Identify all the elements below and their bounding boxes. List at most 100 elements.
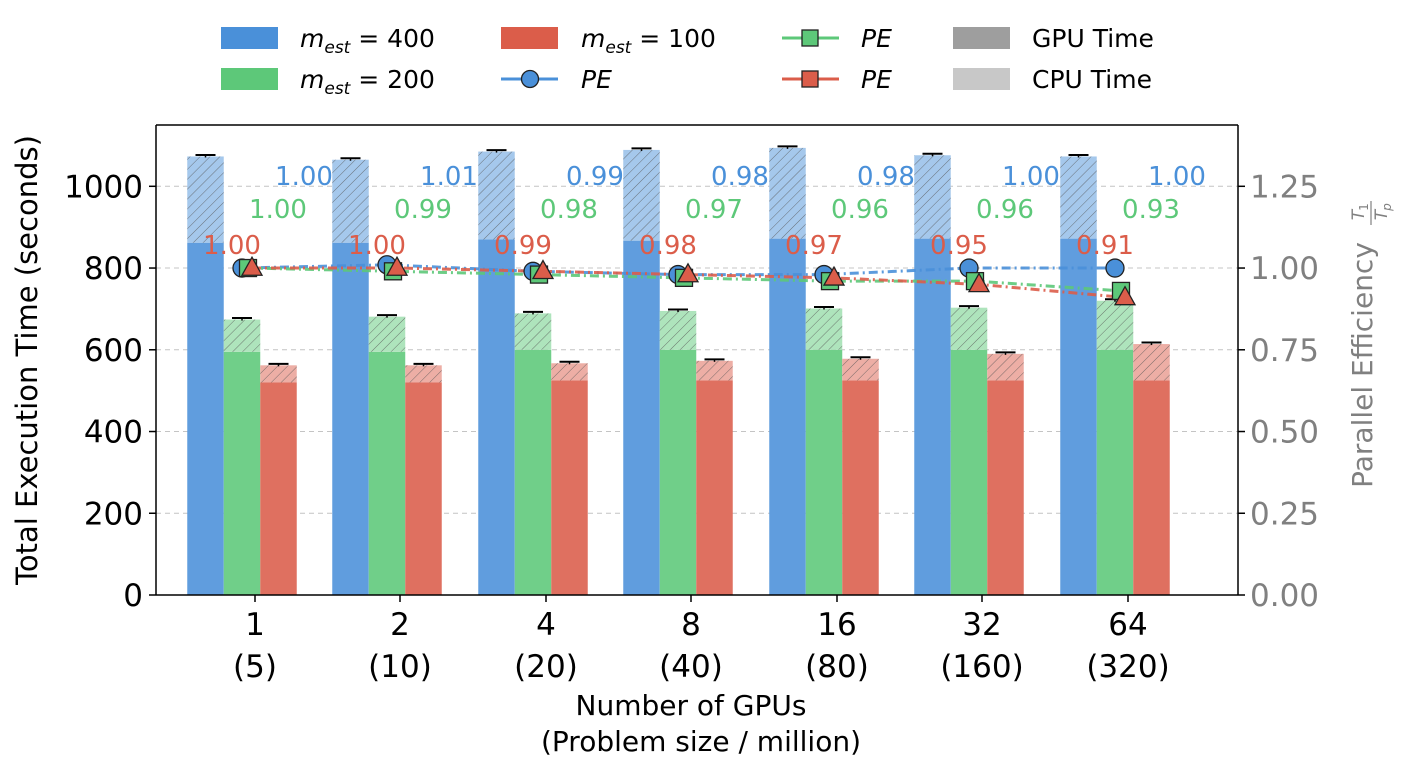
x-tick-sublabel: (80)	[805, 649, 869, 685]
legend-marker-square-red	[801, 70, 819, 88]
cpu-time-hatch	[1060, 156, 1097, 239]
pe-value-label: 0.98	[857, 162, 915, 192]
cpu-time-hatch	[842, 358, 879, 381]
pe-marker-triangle	[531, 259, 555, 280]
x-tick-sublabel: (10)	[368, 649, 432, 685]
pe-marker-triangle	[822, 265, 846, 286]
frac-denominator: T	[1372, 208, 1392, 220]
legend-label-gpu-time: GPU Time	[1032, 24, 1154, 53]
gpu-time-bar	[405, 382, 442, 595]
axes: 0 200 400 600 800 1000 0.00 0.25 0.50 0.75 1.00 1.2…	[10, 124, 1394, 758]
x-axis-sublabel: (Problem size / million)	[541, 725, 861, 758]
gpu-time-bar	[187, 242, 224, 595]
pe-value-label: 0.98	[711, 162, 769, 192]
x-tick-label: 32	[962, 607, 1001, 643]
cpu-time-hatch	[623, 149, 660, 241]
x-tick-label: 4	[536, 607, 556, 643]
x-tick-sublabel: (5)	[233, 649, 277, 685]
gpu-time-bar	[1060, 238, 1097, 596]
pe-marker-triangle	[1113, 285, 1137, 306]
x-tick-sublabel: (160)	[940, 649, 1023, 685]
gpu-time-bar	[842, 380, 879, 595]
pe-value-label: 0.91	[1076, 231, 1134, 261]
legend-patch-m200	[221, 68, 278, 90]
pe-value-label: 0.97	[685, 195, 743, 225]
x-tick-sublabel: (20)	[514, 649, 578, 685]
cpu-time-hatch	[769, 147, 806, 239]
pe-marker-triangle	[676, 262, 700, 283]
pe-value-label: 0.93	[1122, 195, 1180, 225]
cpu-time-hatch	[659, 310, 697, 350]
cpu-time-hatch	[987, 353, 1024, 381]
x-tick-label: 16	[817, 607, 856, 643]
gpu-time-bar	[623, 240, 660, 595]
gpu-time-bar	[551, 380, 588, 595]
y-right-tick-label: 0.25	[1250, 496, 1319, 532]
pe-value-label: 1.00	[203, 231, 261, 261]
y-tick-label: 600	[84, 333, 143, 369]
pe-lines: 1.00 1.01 0.99 0.98 0.98 1.00 1.001.00 0.99 0.98…	[203, 162, 1206, 306]
pe-value-label: 0.96	[976, 195, 1034, 225]
y-right-tick-label: 1.00	[1250, 251, 1319, 287]
pe-value-label: 0.99	[566, 162, 624, 192]
y-right-axis-text: Parallel Efficiency	[1346, 242, 1379, 488]
cpu-time-hatch	[914, 155, 951, 239]
y-tick-label: 200	[84, 496, 143, 532]
gpu-time-bar	[223, 351, 261, 595]
pe-marker-triangle	[385, 255, 409, 276]
gpu-time-bar	[696, 380, 733, 595]
cpu-time-hatch	[260, 365, 297, 383]
legend-patch-m100	[501, 27, 558, 49]
gpu-time-bar	[260, 382, 297, 595]
x-tick-label: 8	[681, 607, 701, 643]
pe-value-label: 1.00	[1002, 162, 1060, 192]
pe-marker-triangle	[967, 272, 991, 293]
cpu-time-hatch	[551, 363, 588, 381]
pe-value-label: 1.01	[420, 162, 478, 192]
cpu-time-hatch	[1096, 300, 1134, 350]
legend-label-pe: PE	[861, 65, 892, 94]
legend-label: mest = 100	[581, 24, 716, 58]
frac-numerator-sub: 1	[1357, 203, 1371, 211]
y-right-tick-label: 0.00	[1250, 578, 1319, 614]
y-right-tick-label: 1.25	[1250, 169, 1319, 205]
cpu-time-hatch	[514, 313, 552, 350]
pe-value-label: 0.95	[930, 231, 988, 261]
legend-patch-cpu-time	[953, 68, 1010, 90]
y-tick-label: 800	[84, 251, 143, 287]
pe-value-label: 0.96	[831, 195, 889, 225]
cpu-time-hatch	[950, 307, 988, 350]
legend-patch-gpu-time	[953, 27, 1010, 49]
frac-denominator-sub: p	[1380, 203, 1394, 212]
cpu-time-hatch	[478, 151, 515, 240]
y-tick-label: 0	[123, 578, 143, 614]
bars	[187, 145, 1170, 596]
gpu-time-bar	[950, 349, 988, 595]
gpu-time-bar	[1133, 380, 1170, 595]
cpu-time-hatch	[332, 159, 369, 243]
legend-patch-m400	[221, 27, 278, 49]
legend-label: mest = 400	[300, 24, 435, 58]
pe-value-label: 0.99	[394, 195, 452, 225]
gpu-time-bar	[987, 380, 1024, 595]
gpu-time-bar	[514, 349, 552, 595]
x-tick-sublabel: (40)	[659, 649, 723, 685]
y-axis-label: Total Execution Time (seconds)	[10, 135, 44, 586]
legend-label-pe: PE	[861, 24, 892, 53]
cpu-time-hatch	[405, 365, 442, 383]
legend: mest = 400 mest = 200 mest = 100 PE PE PE GPU …	[221, 24, 1154, 99]
pe-value-label: 1.00	[249, 195, 307, 225]
frac-numerator: T	[1349, 208, 1369, 220]
cpu-time-hatch	[368, 316, 406, 352]
cpu-time-hatch	[223, 319, 261, 352]
pe-value-label: 0.98	[540, 195, 598, 225]
legend-marker-circle	[520, 69, 540, 89]
gpu-time-bar	[769, 238, 806, 596]
gpu-time-bar	[1096, 349, 1134, 595]
legend-label-cpu-time: CPU Time	[1032, 65, 1152, 94]
cpu-time-hatch	[805, 308, 843, 350]
pe-value-label: 0.98	[639, 231, 697, 261]
x-axis-label: Number of GPUs	[576, 689, 807, 722]
x-tick-label: 2	[390, 607, 410, 643]
